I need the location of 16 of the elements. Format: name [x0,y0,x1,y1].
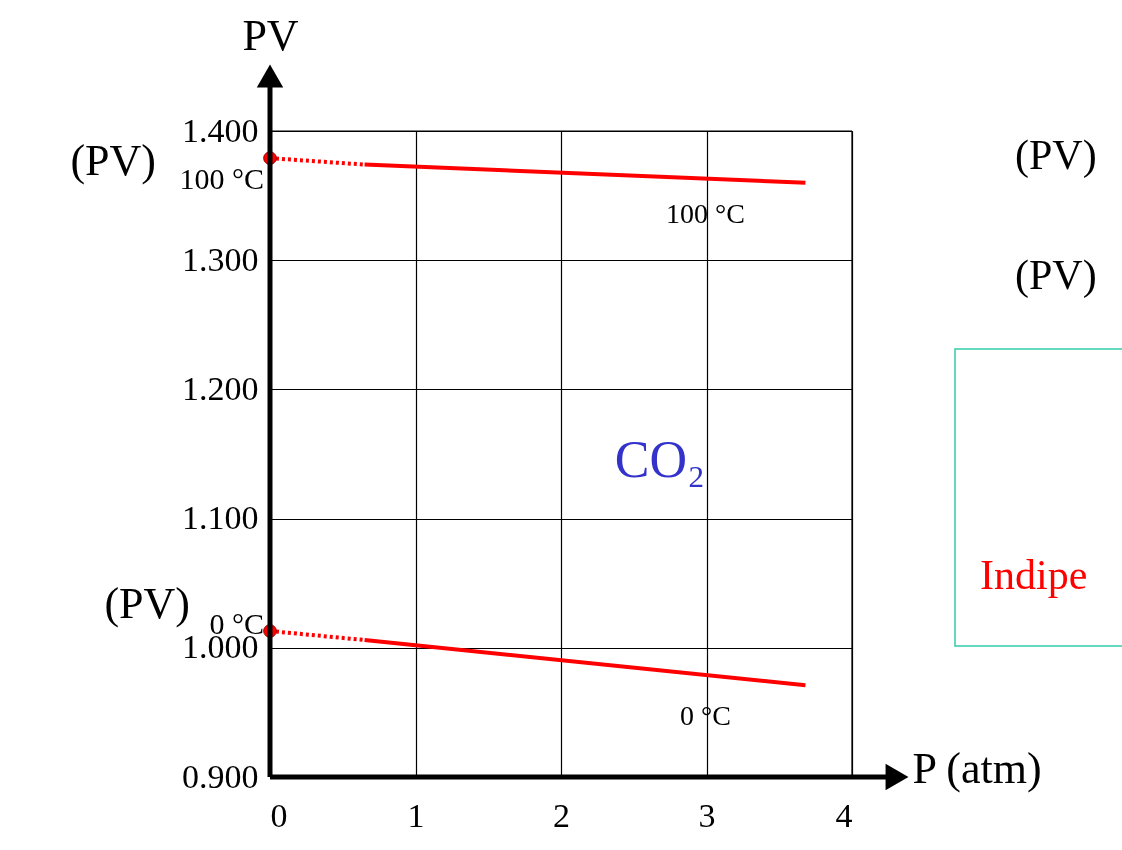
text: Indipe [980,552,1088,598]
annotation: CO₂ [614,431,706,488]
y-tick-label: 1.300 [182,240,259,278]
series-label: 100 °C [666,197,745,229]
x-axis-title: P (atm) [912,743,1042,793]
x-tick-label: 0 [270,796,288,834]
y-tick-label: 1.200 [182,369,259,407]
text: (PV) [1015,132,1097,179]
y-tick-label: 0.900 [182,757,259,795]
x-tick-label: 4 [835,796,853,834]
y-axis-title: PV [242,10,299,60]
x-tick-label: 3 [698,796,716,834]
x-tick-label: 1 [407,796,425,834]
text: (PV) [1015,252,1097,299]
y-tick-label: 1.100 [182,499,259,537]
x-tick-label: 2 [553,796,570,834]
